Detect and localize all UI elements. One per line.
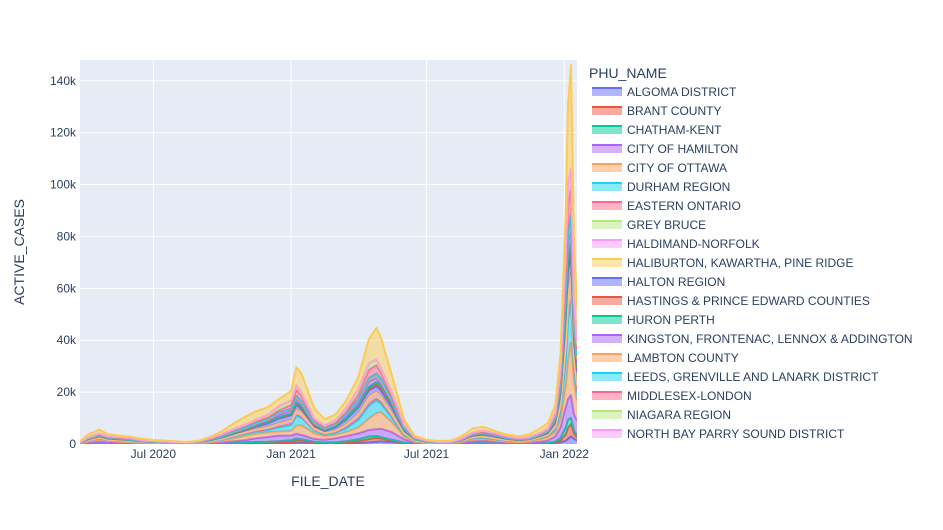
legend-item: DURHAM REGION — [592, 180, 730, 194]
legend-label: DURHAM REGION — [627, 180, 730, 194]
legend-label: NIAGARA REGION — [627, 408, 731, 422]
y-tick-label: 20k — [57, 385, 77, 399]
legend-swatch — [592, 88, 622, 96]
legend-item: LAMBTON COUNTY — [592, 351, 739, 365]
y-tick-label: 100k — [50, 178, 77, 192]
legend-swatch — [592, 240, 622, 248]
legend-swatch — [592, 221, 622, 229]
legend-item: HALDIMAND-NORFOLK — [592, 237, 760, 251]
legend-swatch — [592, 202, 622, 210]
legend-label: HALIBURTON, KAWARTHA, PINE RIDGE — [627, 256, 854, 270]
legend-label: LAMBTON COUNTY — [627, 351, 739, 365]
legend-item: NORTH BAY PARRY SOUND DISTRICT — [592, 427, 845, 441]
legend-label: HASTINGS & PRINCE EDWARD COUNTIES — [627, 294, 870, 308]
legend-swatch — [592, 335, 622, 343]
legend-swatch — [592, 183, 622, 191]
x-axis-title: FILE_DATE — [291, 473, 365, 489]
legend-label: LEEDS, GRENVILLE AND LANARK DISTRICT — [627, 370, 879, 384]
legend-item: EASTERN ONTARIO — [592, 199, 741, 213]
legend-label: BRANT COUNTY — [627, 104, 721, 118]
legend-label: CHATHAM-KENT — [627, 123, 722, 137]
y-tick-label: 40k — [57, 333, 77, 347]
legend-swatch — [592, 316, 622, 324]
x-axis-ticks: Jul 2020 Jan 2021 Jul 2021 Jan 2022 — [131, 447, 590, 461]
grid-lines — [80, 60, 577, 444]
area-series-line — [80, 64, 577, 443]
legend-label: HURON PERTH — [627, 313, 715, 327]
legend-label: HALTON REGION — [627, 275, 725, 289]
legend-swatch — [592, 126, 622, 134]
y-tick-label: 80k — [57, 229, 77, 243]
legend-item: HASTINGS & PRINCE EDWARD COUNTIES — [592, 294, 870, 308]
legend-item: BRANT COUNTY — [592, 104, 721, 118]
legend-label: CITY OF OTTAWA — [627, 161, 727, 175]
legend-item: NIAGARA REGION — [592, 408, 731, 422]
y-tick-label: 0 — [69, 437, 76, 451]
legend-title: PHU_NAME — [589, 65, 667, 81]
legend-swatch — [592, 107, 622, 115]
y-axis-title: ACTIVE_CASES — [11, 199, 27, 305]
legend-swatch — [592, 145, 622, 153]
legend-label: MIDDLESEX-LONDON — [627, 389, 752, 403]
y-tick-label: 120k — [50, 126, 77, 140]
area-series-layer — [80, 64, 577, 444]
legend-swatch — [592, 392, 622, 400]
legend-label: NORTH BAY PARRY SOUND DISTRICT — [627, 427, 845, 441]
legend-item: GREY BRUCE — [592, 218, 706, 232]
x-tick-label: Jan 2022 — [540, 447, 590, 461]
legend-item: ALGOMA DISTRICT — [592, 85, 737, 99]
x-tick-label: Jul 2021 — [404, 447, 450, 461]
legend-label: CITY OF HAMILTON — [627, 142, 738, 156]
legend-swatch — [592, 354, 622, 362]
legend-item: MIDDLESEX-LONDON — [592, 389, 752, 403]
legend-item: CHATHAM-KENT — [592, 123, 722, 137]
x-tick-label: Jul 2020 — [131, 447, 177, 461]
legend-item: HALTON REGION — [592, 275, 725, 289]
area-series-group — [80, 64, 577, 444]
y-tick-label: 140k — [50, 74, 77, 88]
x-tick-label: Jan 2021 — [266, 447, 316, 461]
legend-item: KINGSTON, FRONTENAC, LENNOX & ADDINGTON — [592, 332, 913, 346]
legend-label: GREY BRUCE — [627, 218, 706, 232]
legend-label: HALDIMAND-NORFOLK — [627, 237, 760, 251]
plot-background — [80, 60, 577, 444]
legend-swatch — [592, 430, 622, 438]
legend-swatch — [592, 259, 622, 267]
legend-item: CITY OF HAMILTON — [592, 142, 738, 156]
legend-swatch — [592, 164, 622, 172]
legend-item: HURON PERTH — [592, 313, 715, 327]
legend-item: LEEDS, GRENVILLE AND LANARK DISTRICT — [592, 370, 879, 384]
legend-swatch — [592, 373, 622, 381]
legend-item: HALIBURTON, KAWARTHA, PINE RIDGE — [592, 256, 854, 270]
legend-item: CITY OF OTTAWA — [592, 161, 727, 175]
y-tick-label: 60k — [57, 281, 77, 295]
legend-swatch — [592, 411, 622, 419]
legend-swatch — [592, 297, 622, 305]
legend-swatch — [592, 278, 622, 286]
legend: PHU_NAME ALGOMA DISTRICT BRANT COUNTY CHAT… — [589, 65, 913, 441]
legend-label: ALGOMA DISTRICT — [627, 85, 737, 99]
y-axis-ticks: 0 20k 40k 60k 80k 100k 120k 140k — [50, 74, 77, 451]
legend-label: KINGSTON, FRONTENAC, LENNOX & ADDINGTON — [627, 332, 913, 346]
legend-label: EASTERN ONTARIO — [627, 199, 741, 213]
